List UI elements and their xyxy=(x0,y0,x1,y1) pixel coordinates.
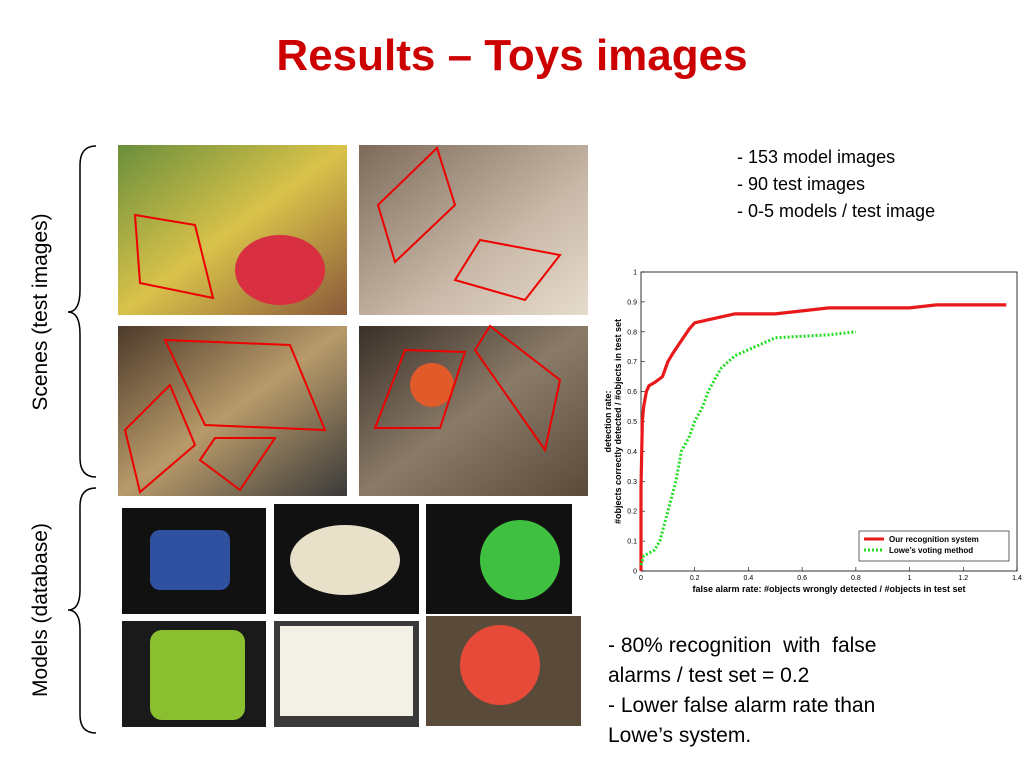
series-line xyxy=(639,330,857,566)
x-axis-label: false alarm rate: #objects wrongly detec… xyxy=(692,584,965,594)
scene-photo xyxy=(359,145,588,315)
detection-box xyxy=(453,238,562,302)
x-tick-label: 0.8 xyxy=(851,575,861,582)
stat-item: - 153 model images xyxy=(737,147,895,167)
y-tick-label: 1 xyxy=(633,270,637,277)
conclusion-line: - 80% recognition with false xyxy=(608,634,876,657)
detection-box xyxy=(376,146,457,264)
y-tick-label: 0.2 xyxy=(627,509,637,516)
y-tick-label: 0.7 xyxy=(627,359,637,366)
models-label: Models (database) xyxy=(29,523,52,697)
plot-frame xyxy=(640,271,1018,572)
legend-box xyxy=(858,530,1010,562)
photo-detail xyxy=(460,625,540,705)
conclusion-line: Lowe’s system. xyxy=(608,724,751,747)
model-images xyxy=(122,504,581,727)
photo-detail xyxy=(410,363,454,407)
slide-title: Results – Toys images xyxy=(276,31,747,80)
y-axis-label: #objects correctly detected / #objects i… xyxy=(613,319,623,524)
x-tick-label: 1.4 xyxy=(1012,575,1022,582)
photo-detail xyxy=(150,630,245,720)
detection-box xyxy=(473,324,562,453)
detection-box xyxy=(373,348,467,429)
conclusion-line: alarms / test set = 0.2 xyxy=(608,664,809,687)
scene-photo xyxy=(118,326,347,496)
detection-box xyxy=(198,437,277,492)
series-line xyxy=(639,303,1007,571)
detection-box xyxy=(133,213,215,300)
x-tick-label: 0.6 xyxy=(797,575,807,582)
detection-box xyxy=(123,383,197,494)
photo-detail xyxy=(290,525,400,595)
y-tick-label: 0.9 xyxy=(627,299,637,306)
brace xyxy=(67,145,97,478)
legend-label: Lowe’s voting method xyxy=(889,546,973,555)
y-tick-label: 0.3 xyxy=(627,479,637,486)
stats-list: - 153 model images - 90 test images - 0-5 … xyxy=(737,147,935,221)
y-tick-label: 0 xyxy=(633,569,637,576)
y-tick-label: 0.8 xyxy=(627,329,637,336)
scene-images xyxy=(118,145,588,496)
scene-photo xyxy=(359,326,588,496)
photo-detail xyxy=(480,520,560,600)
detection-box xyxy=(163,338,327,432)
x-tick-label: 0 xyxy=(639,575,643,582)
x-tick-label: 1.2 xyxy=(958,575,968,582)
conclusions-list: - 80% recognition with false alarms / tes… xyxy=(608,634,876,747)
stat-item: - 0-5 models / test image xyxy=(737,201,935,221)
x-tick-label: 1 xyxy=(908,575,912,582)
conclusion-line: - Lower false alarm rate than xyxy=(608,694,875,717)
x-tick-label: 0.4 xyxy=(744,575,754,582)
y-tick-label: 0.4 xyxy=(627,449,637,456)
y-tick-label: 0.6 xyxy=(627,389,637,396)
y-tick-label: 0.5 xyxy=(627,419,637,426)
legend-label: Our recognition system xyxy=(889,535,979,544)
photo-detail xyxy=(150,530,230,590)
brace xyxy=(67,487,97,734)
photo-detail xyxy=(280,626,413,716)
photo-detail xyxy=(235,235,325,305)
y-tick-label: 0.1 xyxy=(627,539,637,546)
scenes-label: Scenes (test images) xyxy=(29,213,52,410)
stat-item: - 90 test images xyxy=(737,174,865,194)
y-axis-label: detection rate: xyxy=(603,390,613,452)
x-tick-label: 0.2 xyxy=(690,575,700,582)
